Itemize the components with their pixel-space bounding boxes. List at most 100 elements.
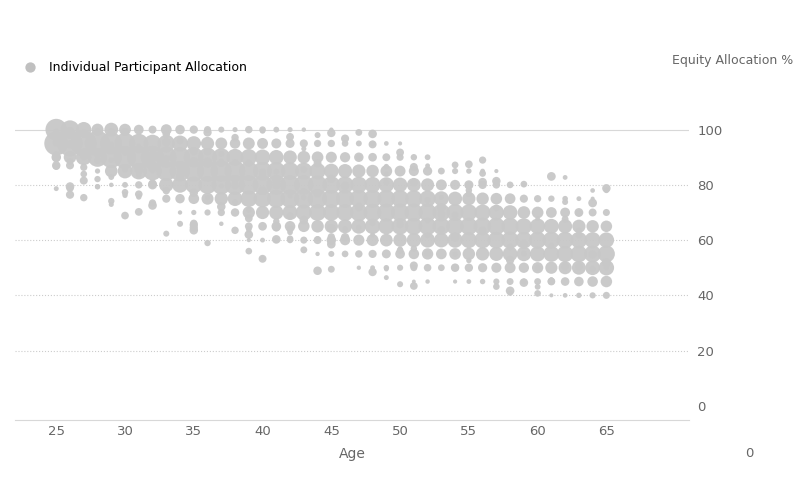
Point xyxy=(380,250,393,258)
Point xyxy=(118,128,131,136)
Point xyxy=(476,195,489,203)
Point xyxy=(462,222,475,230)
Point xyxy=(174,126,186,134)
Point xyxy=(353,209,366,217)
Point xyxy=(284,235,297,242)
Point xyxy=(174,153,186,161)
Point xyxy=(407,250,420,258)
Point xyxy=(558,198,571,206)
Point xyxy=(91,150,104,158)
Point xyxy=(366,231,379,239)
Point xyxy=(325,167,338,175)
Point xyxy=(545,172,558,180)
Point xyxy=(476,156,489,164)
Point xyxy=(338,225,351,233)
Point xyxy=(407,153,420,161)
Point xyxy=(325,233,338,240)
Point xyxy=(146,199,159,207)
Point xyxy=(462,264,475,272)
Point xyxy=(118,139,131,147)
Point xyxy=(504,243,517,251)
Point xyxy=(50,153,62,161)
Point xyxy=(298,222,310,230)
Point xyxy=(573,209,586,217)
Point xyxy=(256,126,269,134)
Point xyxy=(366,219,379,227)
Point xyxy=(256,236,269,244)
Point xyxy=(449,236,462,244)
Point xyxy=(435,250,448,258)
Point xyxy=(600,264,613,272)
Point xyxy=(394,236,406,244)
Point xyxy=(270,181,282,189)
Point xyxy=(325,222,338,230)
Point xyxy=(187,219,200,227)
Point xyxy=(586,264,599,272)
Point xyxy=(325,195,338,203)
Point xyxy=(256,127,269,135)
Point xyxy=(518,264,530,272)
Point xyxy=(298,195,310,203)
Point xyxy=(366,264,379,272)
Point xyxy=(325,240,338,248)
Point xyxy=(242,209,255,217)
Point xyxy=(325,126,338,134)
Point xyxy=(311,131,324,139)
Point xyxy=(586,199,599,207)
Point xyxy=(407,209,420,217)
Point xyxy=(91,153,104,161)
Point xyxy=(435,222,448,230)
Point xyxy=(421,181,434,189)
Point xyxy=(284,181,297,189)
Point xyxy=(187,167,200,175)
Point xyxy=(490,204,502,212)
Point xyxy=(545,277,558,285)
Point xyxy=(201,239,214,247)
Point xyxy=(242,181,255,189)
Point xyxy=(353,264,366,272)
Point xyxy=(105,128,118,136)
Point xyxy=(284,228,297,236)
Point xyxy=(215,209,228,217)
Point xyxy=(270,195,282,203)
Point xyxy=(449,222,462,230)
Point xyxy=(435,210,448,217)
Point xyxy=(256,187,269,194)
Point xyxy=(242,206,255,214)
Point xyxy=(407,236,420,244)
Point xyxy=(298,139,310,147)
Point xyxy=(50,162,62,170)
Point xyxy=(146,167,159,175)
Point xyxy=(586,292,599,299)
Point xyxy=(353,204,366,211)
Point xyxy=(353,139,366,147)
Point xyxy=(366,236,379,244)
Point xyxy=(311,195,324,203)
Point xyxy=(325,225,338,232)
Point xyxy=(270,139,282,147)
Point xyxy=(242,222,255,230)
Point xyxy=(545,222,558,230)
Point xyxy=(366,153,379,161)
Point xyxy=(270,236,282,243)
Point xyxy=(256,168,269,176)
Point xyxy=(518,250,530,258)
Point xyxy=(132,153,145,161)
Point xyxy=(462,278,475,285)
Point xyxy=(284,236,297,244)
Point xyxy=(558,250,571,258)
Point xyxy=(462,195,475,203)
Point xyxy=(118,167,131,175)
Point xyxy=(229,134,242,141)
Point xyxy=(215,126,228,134)
Point xyxy=(490,178,502,186)
Point xyxy=(201,209,214,217)
Point xyxy=(270,224,282,231)
Point xyxy=(311,236,324,244)
Point xyxy=(462,186,475,194)
Point xyxy=(201,158,214,165)
Point xyxy=(504,289,517,297)
Point xyxy=(50,126,62,134)
Point xyxy=(545,278,558,285)
Point xyxy=(132,208,145,216)
